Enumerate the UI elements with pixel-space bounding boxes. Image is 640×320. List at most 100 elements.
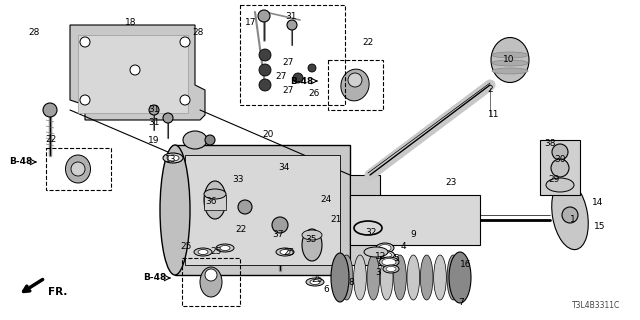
Circle shape [130,65,140,75]
Ellipse shape [447,255,460,300]
Text: 28: 28 [28,28,40,37]
Text: B-48: B-48 [143,274,166,283]
Text: 2: 2 [487,85,493,94]
Ellipse shape [434,255,446,300]
Circle shape [259,49,271,61]
Text: FR.: FR. [48,287,67,297]
Text: B-48: B-48 [290,76,313,85]
Ellipse shape [204,181,226,219]
Ellipse shape [380,255,393,300]
Ellipse shape [302,229,322,261]
Ellipse shape [379,257,399,267]
Ellipse shape [420,255,433,300]
Text: 8: 8 [348,278,354,287]
Text: 31: 31 [285,12,296,21]
Text: 11: 11 [488,110,499,119]
Ellipse shape [383,252,392,258]
Ellipse shape [280,250,290,254]
Ellipse shape [354,255,366,300]
Text: 25: 25 [180,242,191,251]
Text: 25: 25 [283,248,294,257]
Ellipse shape [379,244,391,252]
Circle shape [258,10,270,22]
Circle shape [71,162,85,176]
Text: 22: 22 [45,135,56,144]
Ellipse shape [376,243,394,253]
Ellipse shape [380,251,394,259]
Ellipse shape [492,52,528,58]
Text: 10: 10 [503,55,515,64]
Ellipse shape [302,230,322,240]
Text: 14: 14 [592,198,604,207]
Text: 6: 6 [323,285,329,294]
Circle shape [80,37,90,47]
Ellipse shape [340,255,353,300]
Ellipse shape [216,244,234,252]
Bar [328,60,383,110]
Text: 27: 27 [275,72,286,81]
Text: T3L4B3311C: T3L4B3311C [572,301,620,310]
Text: 25: 25 [311,275,323,284]
Circle shape [80,95,90,105]
Text: 4: 4 [401,242,406,251]
Ellipse shape [220,245,230,251]
Text: 31: 31 [148,105,159,114]
Bar [240,5,345,105]
Ellipse shape [194,248,212,256]
Text: 17: 17 [245,18,257,27]
Text: 27: 27 [282,58,293,67]
Text: 7: 7 [458,298,464,307]
Circle shape [272,217,288,233]
Circle shape [287,20,297,30]
Text: 18: 18 [125,18,136,27]
Text: 22: 22 [362,38,373,47]
Text: 34: 34 [278,163,289,172]
Text: 29: 29 [548,175,559,184]
Text: 13: 13 [165,155,177,164]
Circle shape [238,200,252,214]
Text: 21: 21 [330,215,341,224]
Ellipse shape [383,265,399,273]
Ellipse shape [386,267,396,271]
Bar [185,155,340,265]
Text: 12: 12 [375,252,387,261]
Text: 16: 16 [460,260,472,269]
Bar [350,175,380,265]
Circle shape [308,64,316,72]
Ellipse shape [382,259,396,266]
Text: 23: 23 [445,178,456,187]
Text: 38: 38 [544,139,556,148]
Text: 27: 27 [282,86,293,95]
Text: 32: 32 [365,228,376,237]
Text: 22: 22 [235,225,246,234]
Text: 35: 35 [305,235,317,244]
Ellipse shape [407,255,420,300]
Ellipse shape [160,145,190,275]
Circle shape [562,207,578,223]
Ellipse shape [367,255,380,300]
Polygon shape [70,25,205,120]
Ellipse shape [394,255,406,300]
Circle shape [259,79,271,91]
Ellipse shape [331,253,349,302]
Text: 25: 25 [210,247,221,256]
Bar [540,140,580,195]
Text: 24: 24 [320,195,332,204]
Text: 33: 33 [232,175,243,184]
Ellipse shape [306,278,324,286]
Bar [175,145,350,275]
Text: 37: 37 [272,230,284,239]
Ellipse shape [449,252,471,303]
Ellipse shape [167,155,179,161]
Ellipse shape [364,247,388,257]
Text: 20: 20 [262,130,273,139]
Ellipse shape [552,180,588,250]
Ellipse shape [310,279,320,284]
Text: 28: 28 [192,28,204,37]
Circle shape [551,159,569,177]
Circle shape [180,37,190,47]
Ellipse shape [492,60,528,66]
Ellipse shape [65,155,90,183]
Circle shape [180,95,190,105]
Ellipse shape [491,37,529,83]
